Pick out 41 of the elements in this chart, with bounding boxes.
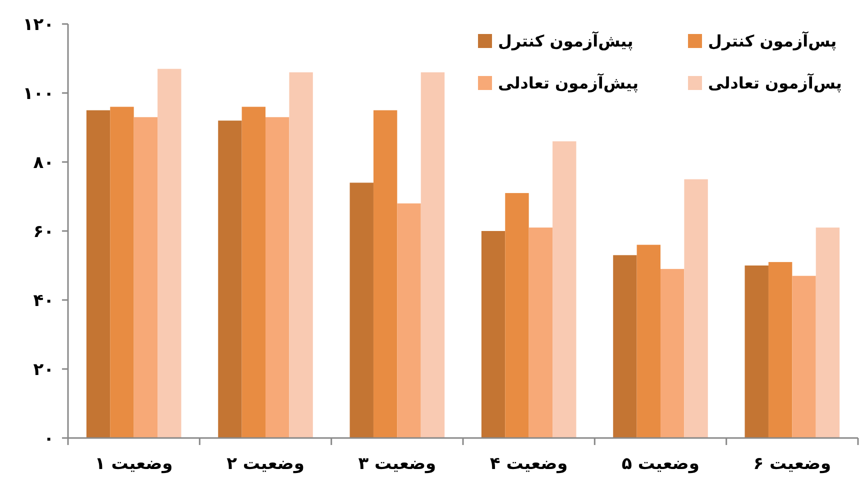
y-tick-label: ۱۰۰ — [22, 84, 54, 104]
bar — [86, 110, 110, 438]
bar — [110, 106, 134, 438]
bar — [420, 72, 445, 438]
y-tick-label: ۸۰ — [33, 152, 54, 173]
bar — [266, 117, 290, 438]
x-tick-label: وضعیت ۲ — [226, 454, 304, 474]
x-tick-label: وضعیت ۳ — [358, 454, 436, 474]
bar — [744, 266, 768, 438]
y-tick-label: ۱۲۰ — [22, 14, 54, 35]
y-tick-label: ۴۰ — [33, 290, 54, 311]
bar — [397, 203, 421, 438]
y-tick-label: ۲۰ — [33, 360, 54, 380]
bar — [684, 179, 708, 438]
legend-label: پس‌آزمون تعادلی — [708, 72, 842, 93]
legend-label: پس‌آزمون کنترل — [708, 30, 837, 51]
y-tick-label: ۶۰ — [33, 222, 54, 242]
bar — [528, 228, 553, 438]
bar — [768, 262, 792, 438]
legend-label: پیش‌آزمون کنترل — [498, 30, 634, 51]
bar — [552, 141, 576, 438]
bar — [350, 182, 374, 438]
x-tick-label: وضعیت ۶ — [753, 454, 832, 474]
bar — [134, 117, 158, 438]
x-tick-label: وضعیت ۱ — [94, 454, 173, 474]
y-tick-label: ۰ — [44, 428, 54, 449]
bar — [816, 228, 840, 438]
bar — [505, 193, 529, 438]
bar — [792, 276, 816, 438]
bar — [289, 72, 313, 438]
bar — [158, 68, 182, 438]
legend-label: پیش‌آزمون تعادلی — [498, 72, 638, 93]
bar — [660, 268, 684, 438]
x-tick-label: وضعیت ۴ — [490, 454, 568, 474]
bar — [481, 231, 506, 438]
bar — [613, 255, 637, 438]
bar — [218, 120, 242, 438]
bar — [242, 106, 266, 438]
x-tick-label: وضعیت ۵ — [622, 454, 700, 474]
bar — [636, 244, 660, 438]
bar — [373, 110, 398, 438]
